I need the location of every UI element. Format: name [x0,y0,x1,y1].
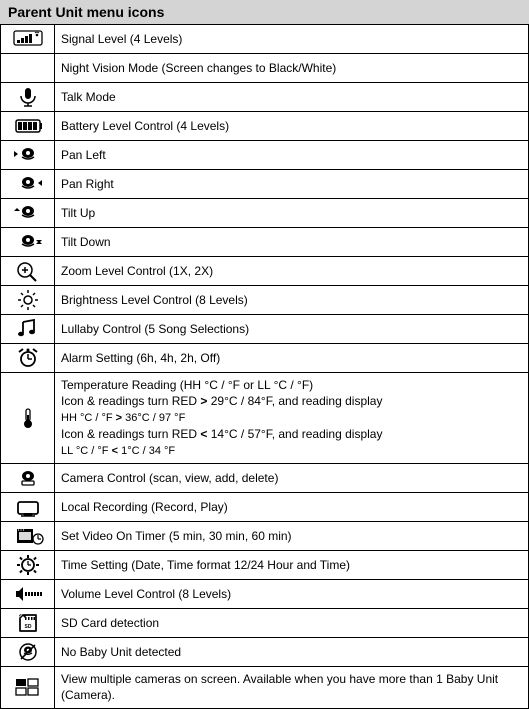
icon-description: Talk Mode [55,83,529,112]
icon-description: Battery Level Control (4 Levels) [55,112,529,141]
icon-description: No Baby Unit detected [55,638,529,667]
volume-icon [1,580,55,609]
table-row: Alarm Setting (6h, 4h, 2h, Off) [1,344,529,373]
timesetting-icon [1,551,55,580]
recording-icon [1,493,55,522]
icon-description: Zoom Level Control (1X, 2X) [55,257,529,286]
table-row: Battery Level Control (4 Levels) [1,112,529,141]
icon-description: View multiple cameras on screen. Availab… [55,667,529,708]
icon-table: Signal Level (4 Levels)Night Vision Mode… [0,24,529,709]
icon-description: SD Card detection [55,609,529,638]
table-row: Lullaby Control (5 Song Selections) [1,315,529,344]
nobaby-icon [1,638,55,667]
panleft-icon [1,141,55,170]
icon-description: Tilt Up [55,199,529,228]
header-bar: Parent Unit menu icons [0,0,529,24]
table-row: Set Video On Timer (5 min, 30 min, 60 mi… [1,522,529,551]
table-row: Volume Level Control (8 Levels) [1,580,529,609]
mic-icon [1,83,55,112]
lullaby-icon [1,315,55,344]
icon-description: Camera Control (scan, view, add, delete) [55,464,529,493]
icon-description: Local Recording (Record, Play) [55,493,529,522]
alarm-icon [1,344,55,373]
table-row: Talk Mode [1,83,529,112]
table-row: Temperature Reading (HH °C / °F or LL °C… [1,373,529,464]
table-row: Tilt Down [1,228,529,257]
brightness-icon [1,286,55,315]
camera-icon [1,464,55,493]
icon-description: Pan Left [55,141,529,170]
icon-description: Brightness Level Control (8 Levels) [55,286,529,315]
icon-description: Time Setting (Date, Time format 12/24 Ho… [55,551,529,580]
tiltdown-icon [1,228,55,257]
table-row: Local Recording (Record, Play) [1,493,529,522]
header-title: Parent Unit menu icons [8,4,164,20]
table-row: Pan Left [1,141,529,170]
icon-description: Night Vision Mode (Screen changes to Bla… [55,54,529,83]
icon-description: Signal Level (4 Levels) [55,25,529,54]
zoom-icon [1,257,55,286]
night-icon [1,54,55,83]
icon-description: Volume Level Control (8 Levels) [55,580,529,609]
table-row: Time Setting (Date, Time format 12/24 Ho… [1,551,529,580]
multicam-icon [1,667,55,708]
table-row: Camera Control (scan, view, add, delete) [1,464,529,493]
table-row: Night Vision Mode (Screen changes to Bla… [1,54,529,83]
tiltup-icon [1,199,55,228]
signal-icon [1,25,55,54]
icon-description: Alarm Setting (6h, 4h, 2h, Off) [55,344,529,373]
table-row: No Baby Unit detected [1,638,529,667]
icon-description: Tilt Down [55,228,529,257]
icon-description: Temperature Reading (HH °C / °F or LL °C… [55,373,529,464]
table-row: Signal Level (4 Levels) [1,25,529,54]
sdcard-icon [1,609,55,638]
icon-description: Set Video On Timer (5 min, 30 min, 60 mi… [55,522,529,551]
battery-icon [1,112,55,141]
table-row: Brightness Level Control (8 Levels) [1,286,529,315]
table-row: Tilt Up [1,199,529,228]
thermo-icon [1,373,55,464]
table-row: Pan Right [1,170,529,199]
icon-description: Pan Right [55,170,529,199]
videotimer-icon [1,522,55,551]
table-row: SD Card detection [1,609,529,638]
icon-description: Lullaby Control (5 Song Selections) [55,315,529,344]
panright-icon [1,170,55,199]
table-row: Zoom Level Control (1X, 2X) [1,257,529,286]
table-row: View multiple cameras on screen. Availab… [1,667,529,708]
